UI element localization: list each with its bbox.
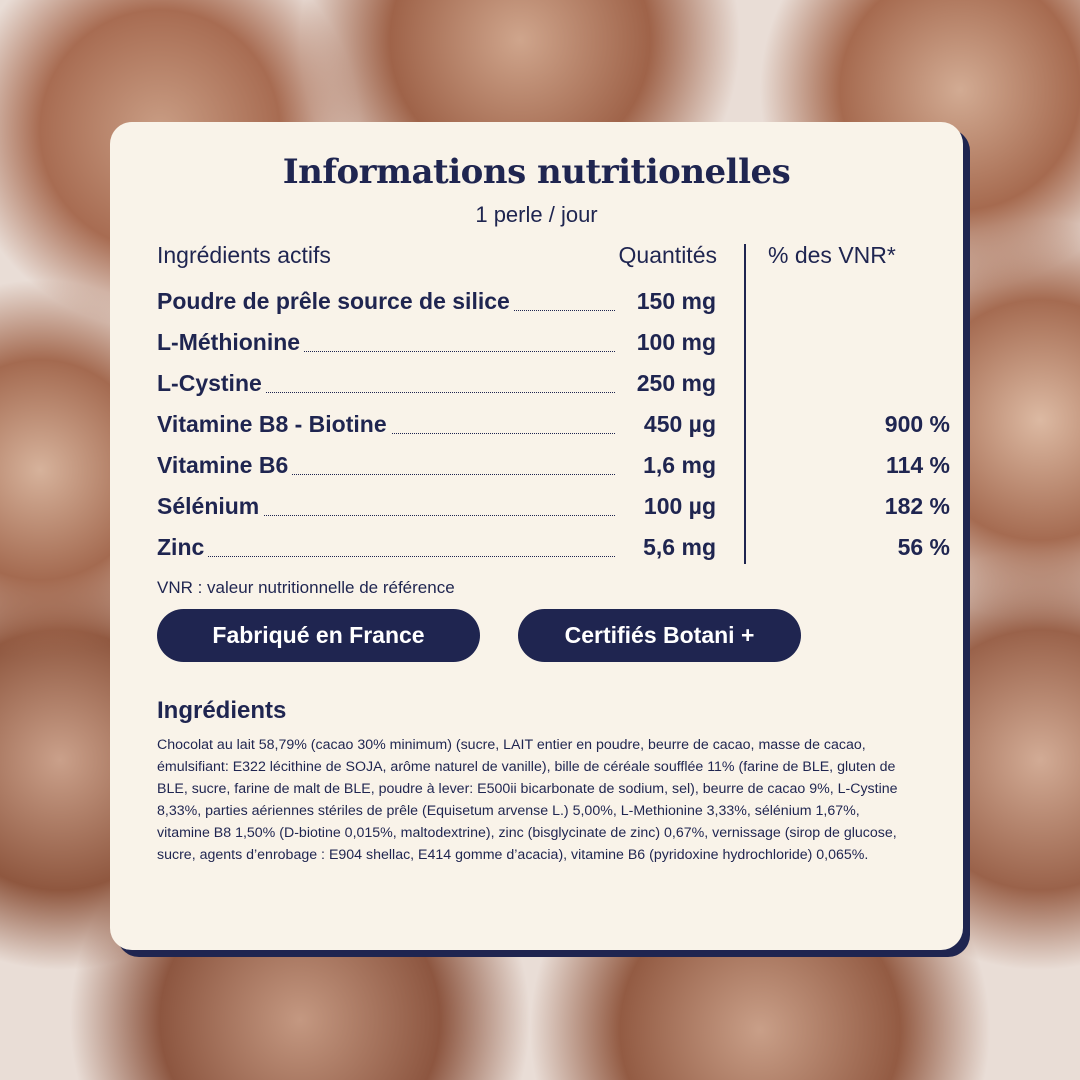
vnr-note: VNR : valeur nutritionnelle de référence [157, 578, 455, 597]
leader-line [157, 392, 615, 393]
leader-line [157, 515, 615, 516]
nutrient-row: Zinc 5,6 mg 56 % [157, 534, 950, 564]
nutrient-row: Vitamine B8 - Biotine 450 µg 900 % [157, 411, 950, 441]
badge-botani-certified: Certifiés Botani + [518, 609, 801, 662]
leader-line [157, 556, 615, 557]
ingredients-heading: Ingrédients [157, 697, 287, 724]
page-title: Informations nutritionelles [282, 152, 791, 192]
nutrient-quantity: 5,6 mg [643, 534, 716, 560]
nutrient-quantity: 100 mg [636, 329, 716, 355]
nutrient-row: Sélénium 100 µg 182 % [157, 493, 950, 523]
nutrient-quantity: 450 µg [643, 411, 716, 437]
dosage-subtitle: 1 perle / jour [475, 202, 598, 227]
header-ingredients: Ingrédients actifs [157, 242, 331, 268]
nutrition-card: Informations nutritionelles 1 perle / jo… [110, 122, 963, 950]
leader-line [157, 351, 615, 352]
ingredients-text: Chocolat au lait 58,79% (cacao 30% minim… [157, 737, 898, 863]
nutrient-row: Poudre de prêle source de silice 150 mg [157, 288, 842, 318]
nutrient-name: Vitamine B8 - Biotine [157, 411, 391, 438]
nutrient-quantity: 150 mg [636, 288, 716, 314]
nutrient-name: L-Cystine [157, 370, 266, 397]
nutrient-row: L-Méthionine 100 mg [157, 329, 842, 359]
nutrient-quantity: 250 mg [636, 370, 716, 396]
nutrient-quantity: 1,6 mg [643, 452, 716, 478]
badge-made-in-france: Fabriqué en France [157, 609, 480, 662]
nutrient-quantity: 100 µg [643, 493, 716, 519]
column-divider [744, 244, 746, 564]
nutrient-name: Poudre de prêle source de silice [157, 288, 514, 315]
nutrient-name: Sélénium [157, 493, 264, 520]
nutrient-row: Vitamine B6 1,6 mg 114 % [157, 452, 950, 482]
header-quantity: Quantités [618, 242, 717, 268]
nutrient-vnr: 56 % [897, 534, 950, 560]
nutrient-vnr: 900 % [884, 411, 950, 437]
header-vnr: % des VNR* [768, 242, 896, 268]
nutrient-name: L-Méthionine [157, 329, 305, 356]
nutrient-row: L-Cystine 250 mg [157, 370, 842, 400]
nutrient-name: Zinc [157, 534, 209, 561]
nutrient-vnr: 114 % [886, 452, 950, 478]
nutrient-name: Vitamine B6 [157, 452, 293, 479]
nutrient-vnr: 182 % [884, 493, 950, 519]
leader-line [157, 474, 615, 475]
